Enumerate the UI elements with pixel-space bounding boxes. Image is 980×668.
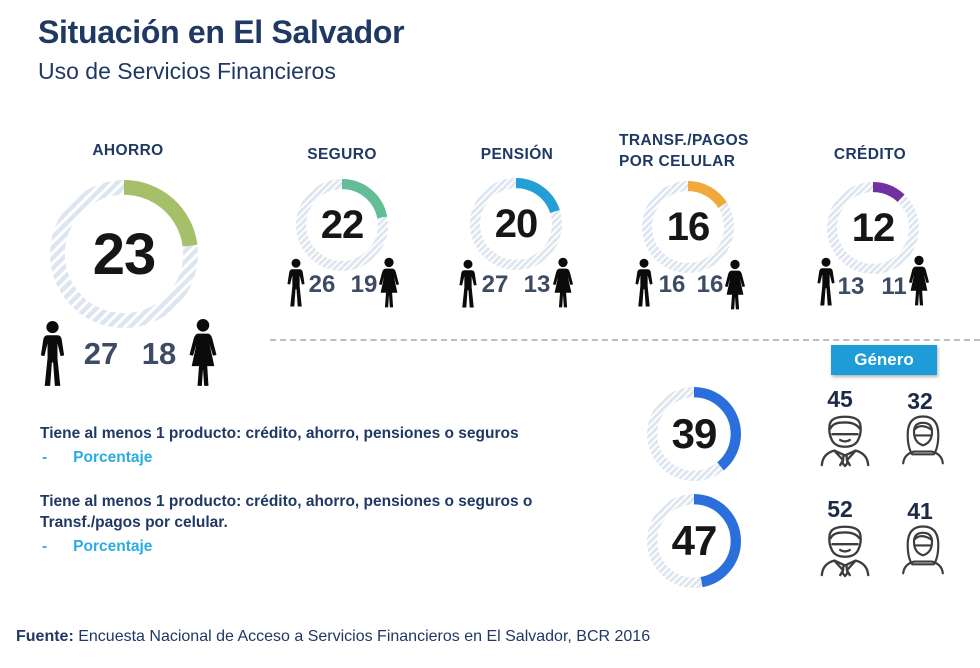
male-value-pension: 27 [481,271,509,298]
donut-chart-transf-pagos: 16 [642,181,734,273]
page-title: Situación en El Salvador [38,14,405,50]
donut-chart-pension: 20 [470,178,562,270]
female-figure-icon [724,259,746,311]
female-value-producto-2: 41 [907,498,933,524]
female-figure-icon [552,257,574,309]
donut-chart-ahorro: 23 [50,180,198,328]
source-line: Fuente: Encuesta Nacional de Acceso a Se… [16,628,650,646]
donut-chart-credito: 12 [827,182,919,274]
male-figure-icon [40,320,65,388]
bullet-dash: - [42,449,48,466]
male-value-ahorro: 27 [83,336,119,371]
female-value-ahorro: 18 [141,336,177,371]
page-subtitle: Uso de Servicios Financieros [38,58,336,84]
dashed-divider [270,339,980,341]
donut-value-transf-pagos: 16 [666,204,711,249]
porcentaje-label: Porcentaje [73,449,153,466]
male-figure-icon [817,257,835,307]
female-figure-icon [378,257,400,309]
donut-value-ahorro: 23 [92,221,157,287]
female-value-pension: 13 [523,271,551,298]
donut-value-producto-2: 47 [671,517,718,564]
note-producto-1-sub: - Porcentaje [42,449,152,467]
donut-value-credito: 12 [851,205,896,250]
label-seguro: SEGURO [307,146,377,163]
male-value-credito: 13 [837,273,865,300]
note-producto-2: Tiene al menos 1 producto: crédito, ahor… [40,493,533,531]
female-value-transf-pagos: 16 [696,271,724,298]
male-value-producto-1: 45 [827,386,853,412]
label-transf-pagos: TRANSF./PAGOS POR CELULAR [619,132,749,170]
male-figure-icon [635,258,653,308]
donut-value-producto-1: 39 [671,410,718,457]
female-figure-icon [908,255,930,307]
source-text: Encuesta Nacional de Acceso a Servicios … [73,628,651,645]
label-credito: CRÉDITO [833,146,907,163]
male-figure-icon [287,258,305,308]
businesswoman-outline-icon [896,410,950,468]
male-value-seguro: 26 [308,271,336,298]
porcentaje-label: Porcentaje [73,538,153,555]
donut-value-seguro: 22 [320,202,365,247]
female-value-credito: 11 [881,273,907,300]
businesswoman-outline-icon [896,520,950,578]
donut-chart-seguro: 22 [296,179,388,271]
donut-value-pension: 20 [494,201,539,246]
donut-chart-producto-1: 39 [647,387,741,481]
bullet-dash: - [42,538,48,555]
female-value-seguro: 19 [350,271,378,298]
male-value-producto-2: 52 [827,496,853,522]
donut-chart-producto-2: 47 [647,494,741,588]
female-value-producto-1: 32 [907,388,933,414]
businessman-outline-icon [816,520,874,578]
businessman-outline-icon [816,410,874,468]
female-figure-icon [188,318,218,388]
gender-badge: Género [831,345,937,375]
label-ahorro: AHORRO [92,142,164,159]
male-figure-icon [459,259,477,309]
source-label: Fuente: [16,628,74,645]
note-producto-1: Tiene al menos 1 producto: crédito, ahor… [40,425,519,442]
male-value-transf-pagos: 16 [658,271,686,298]
label-pension: PENSIÓN [480,146,554,163]
note-producto-2-sub: - Porcentaje [42,538,152,556]
